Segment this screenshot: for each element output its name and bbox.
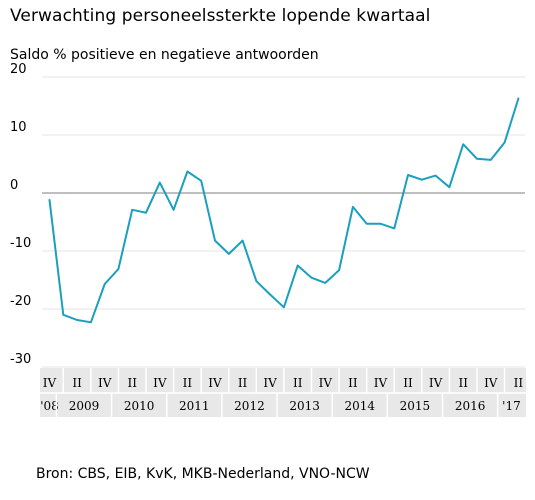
x-tick-year-label: 2011	[179, 399, 210, 413]
x-tick-quarter-label: II	[238, 376, 248, 390]
chart-title: Verwachting personeelssterkte lopende kw…	[10, 6, 431, 26]
x-tick-quarter-label: II	[514, 376, 524, 390]
x-tick-quarter-label: II	[348, 376, 358, 390]
x-tick-year-label: 2013	[289, 399, 320, 413]
series-layer	[48, 97, 520, 324]
x-tick-quarter-label: IV	[153, 376, 167, 390]
x-tick-quarter-label: II	[183, 376, 193, 390]
y-tick-label: -20	[10, 294, 31, 309]
series-line	[48, 97, 520, 324]
x-tick-quarter-label: IV	[319, 376, 333, 390]
y-tick-label: 10	[10, 120, 27, 135]
x-tick-year-label: 2014	[344, 399, 375, 413]
chart-subtitle: Saldo % positieve en negatieve antwoorde…	[10, 47, 319, 63]
y-axis-ticks: 20 10 0 -10 -20 -30	[10, 62, 31, 367]
y-tick-label: 0	[10, 178, 18, 193]
source-note: Bron: CBS, EIB, KvK, MKB-Nederland, VNO-…	[36, 466, 370, 482]
x-tick-quarter-label: IV	[98, 376, 112, 390]
x-tick-year-label: '08	[40, 399, 59, 413]
x-tick-quarter-label: IV	[374, 376, 388, 390]
x-tick-year-label: 2015	[400, 399, 431, 413]
gridlines	[42, 76, 525, 368]
x-tick-quarter-label: IV	[484, 376, 498, 390]
x-tick-year-label: 2009	[69, 399, 100, 413]
x-tick-quarter-label: II	[458, 376, 468, 390]
x-tick-year-label: 2010	[124, 399, 155, 413]
x-tick-quarter-label: IV	[43, 376, 57, 390]
x-tick-year-label: '17	[502, 399, 521, 413]
y-tick-label: -30	[10, 352, 31, 367]
x-tick-quarter-label: II	[293, 376, 303, 390]
y-tick-label: 20	[10, 62, 27, 77]
x-tick-quarter-label: II	[72, 376, 82, 390]
x-axis-band: IV II IV II IV II IV II IV II IV II IV II IV II IV II '08 2…	[40, 368, 526, 417]
x-tick-quarter-label: IV	[208, 376, 222, 390]
x-tick-year-label: 2016	[455, 399, 486, 413]
y-tick-label: -10	[10, 236, 31, 251]
x-tick-quarter-label: II	[127, 376, 137, 390]
x-tick-quarter-label: II	[403, 376, 413, 390]
x-tick-quarter-label: IV	[429, 376, 443, 390]
x-tick-quarter-label: IV	[263, 376, 277, 390]
x-tick-year-label: 2012	[234, 399, 265, 413]
